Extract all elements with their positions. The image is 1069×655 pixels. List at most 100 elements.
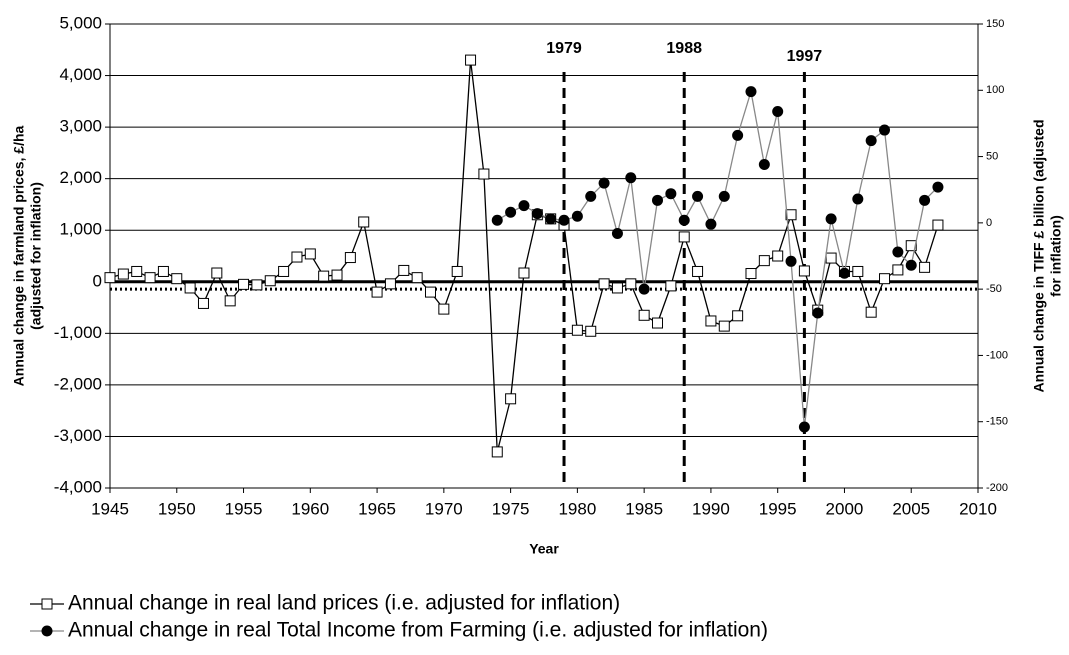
y-tick-label: -4,000 [54, 477, 102, 496]
marker [251, 279, 263, 291]
marker [798, 265, 810, 277]
marker [278, 265, 290, 277]
x-tick-label: 1985 [625, 499, 663, 518]
marker [531, 208, 543, 220]
marker [758, 159, 770, 171]
y2-axis-title-line: Annual change in TIFF £ billion (adjuste… [1031, 119, 1047, 392]
marker [438, 303, 450, 315]
x-tick-label: 1990 [692, 499, 730, 518]
marker [585, 325, 597, 337]
marker [344, 252, 356, 264]
marker [865, 135, 877, 147]
marker [665, 280, 677, 292]
marker [157, 265, 169, 277]
marker [104, 272, 116, 284]
legend-marker [41, 625, 53, 637]
marker [211, 267, 223, 279]
marker [852, 193, 864, 205]
x-axis-title: Year [529, 541, 559, 557]
marker [184, 282, 196, 294]
marker [625, 278, 637, 290]
marker [558, 214, 570, 226]
marker [371, 286, 383, 298]
y2-tick-label: 0 [986, 217, 992, 229]
y-tick-label: -3,000 [54, 426, 102, 445]
marker [478, 168, 490, 180]
marker [638, 309, 650, 321]
marker [358, 216, 370, 228]
marker [652, 317, 664, 329]
marker [411, 272, 423, 284]
event-label: 1997 [787, 48, 823, 65]
legend-label: Annual change in real land prices (i.e. … [68, 592, 620, 615]
marker [812, 307, 824, 319]
y2-tick-label: -50 [986, 283, 1002, 295]
marker [585, 190, 597, 202]
y-tick-label: 0 [93, 271, 102, 290]
marker [131, 265, 143, 277]
marker [117, 268, 129, 280]
marker [384, 278, 396, 290]
legend-label: Annual change in real Total Income from … [68, 619, 768, 642]
y2-tick-label: 50 [986, 150, 998, 162]
marker [785, 209, 797, 221]
x-tick-label: 2000 [826, 499, 864, 518]
marker [905, 240, 917, 252]
marker [692, 190, 704, 202]
marker [505, 393, 517, 405]
x-tick-label: 2005 [892, 499, 930, 518]
marker [718, 190, 730, 202]
marker [932, 181, 944, 193]
y-tick-label: 5,000 [59, 13, 102, 32]
marker [798, 421, 810, 433]
marker [665, 188, 677, 200]
marker [451, 265, 463, 277]
event-label: 1979 [546, 40, 582, 57]
marker [879, 124, 891, 136]
marker [692, 265, 704, 277]
x-tick-label: 1950 [158, 499, 196, 518]
marker [171, 273, 183, 285]
marker [718, 320, 730, 332]
marker [892, 246, 904, 258]
marker [678, 214, 690, 226]
marker [758, 255, 770, 267]
marker [838, 267, 850, 279]
x-tick-label: 1955 [225, 499, 263, 518]
y-axis-title: Annual change in farmland prices, £/ha (… [11, 125, 44, 386]
marker [932, 219, 944, 231]
y-tick-label: 4,000 [59, 65, 102, 84]
series-line [109, 60, 939, 453]
y-tick-label: 2,000 [59, 168, 102, 187]
x-tick-label: 1980 [558, 499, 596, 518]
y-tick-label: 1,000 [59, 220, 102, 239]
marker [785, 255, 797, 267]
y-tick-label: -2,000 [54, 374, 102, 393]
y2-tick-label: 100 [986, 84, 1004, 96]
marker [625, 172, 637, 184]
marker [825, 213, 837, 225]
marker [705, 315, 717, 327]
x-tick-label: 1975 [492, 499, 530, 518]
legend-marker [41, 598, 53, 610]
marker [772, 105, 784, 117]
marker [291, 251, 303, 263]
marker [865, 306, 877, 318]
marker [652, 194, 664, 206]
marker [825, 252, 837, 264]
y-tick-label: -1,000 [54, 323, 102, 342]
y-axis-title-line: Annual change in farmland prices, £/ha [11, 125, 27, 386]
x-tick-label: 1965 [358, 499, 396, 518]
marker [598, 278, 610, 290]
marker [772, 250, 784, 262]
marker [732, 129, 744, 141]
marker [491, 214, 503, 226]
x-tick-label: 1995 [759, 499, 797, 518]
marker [424, 286, 436, 298]
y2-tick-label: 150 [986, 18, 1004, 30]
marker [919, 194, 931, 206]
marker [638, 283, 650, 295]
x-tick-label: 1970 [425, 499, 463, 518]
marker [611, 227, 623, 239]
